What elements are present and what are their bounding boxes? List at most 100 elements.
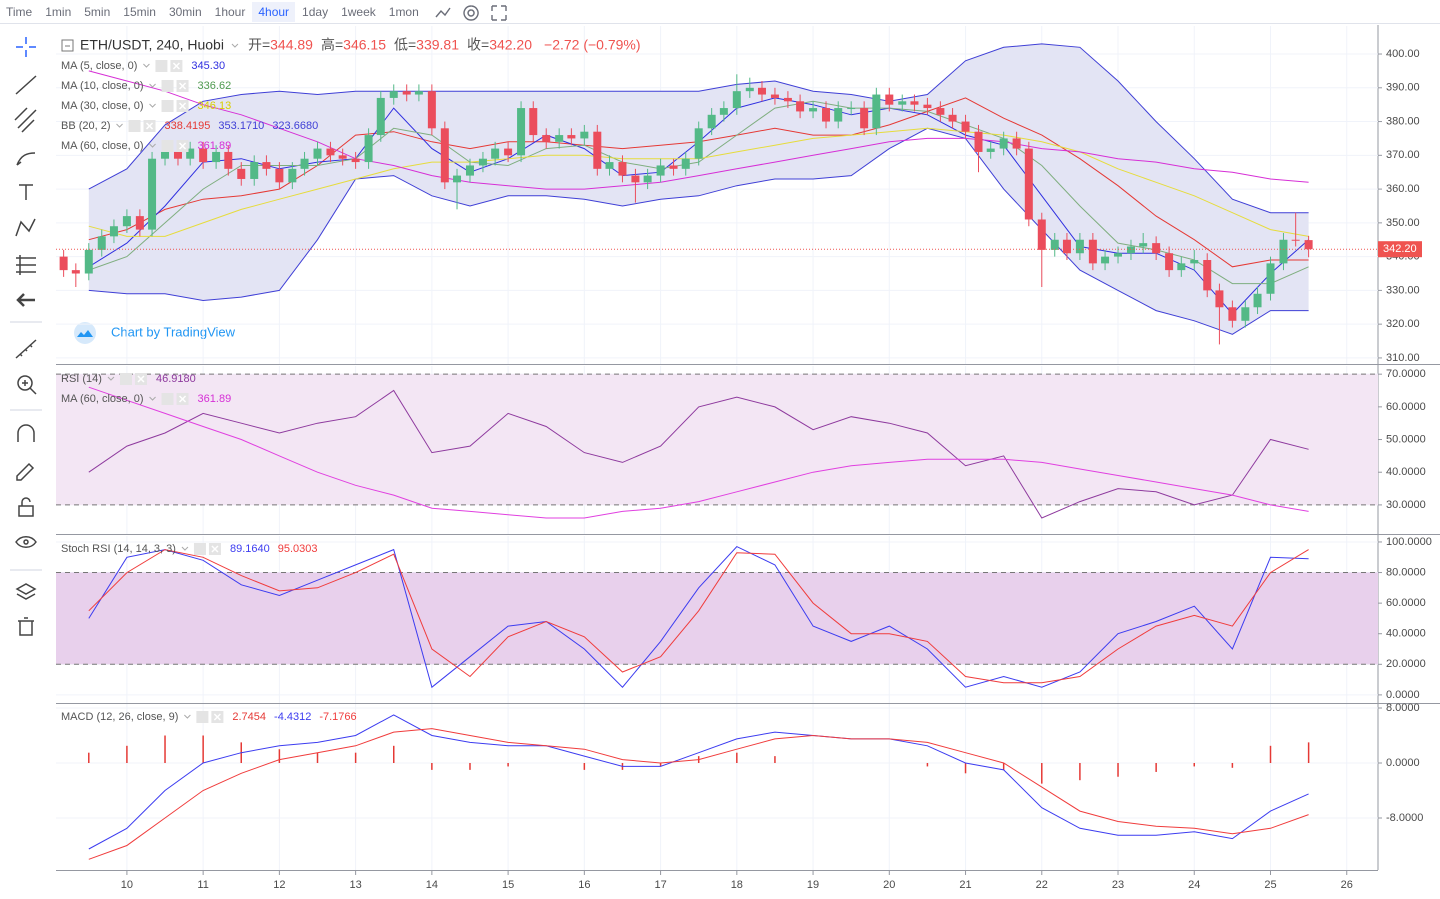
legend-name: MA (60, close, 0) [61,393,144,405]
trend-line-tool[interactable] [15,75,37,95]
candle-body [224,151,233,169]
y-tick-label: 60.0000 [1386,597,1426,609]
back-tool[interactable] [16,293,35,307]
candle-body [186,148,195,159]
candle-body [872,94,881,129]
zoom-tool[interactable] [17,375,33,391]
settings-icon[interactable] [161,140,174,152]
dropdown-arrow [116,123,123,128]
candle-body [212,151,221,163]
interval-button[interactable]: 1hour [214,4,246,19]
candle-body [542,135,551,142]
y-tick-label: 360.00 [1386,183,1420,195]
badge[interactable]: Chart by TradingView [68,318,252,348]
candle-body [161,151,170,159]
candle-body [745,87,754,92]
brush-tool[interactable] [16,152,36,166]
band-fill [56,374,1378,505]
candle-body [948,114,957,122]
candle-body [84,249,93,274]
y-tick-label: 60.0000 [1386,401,1426,413]
chart-title: ETH/USDT, 240, Huobi [80,37,224,53]
prediction-tool[interactable] [16,255,36,275]
last-price-label: 342.20 [1383,243,1417,255]
object-tree-tool[interactable] [15,583,37,600]
y-tick-label: 370.00 [1386,149,1420,161]
candle-body [961,121,970,132]
candle-body [732,91,741,109]
x-tick-label: 19 [807,879,819,891]
remove-icon-glyph [179,395,187,403]
legend-name: MACD (12, 26, close, 9) [61,711,178,723]
interval-button[interactable]: 4hour [252,1,296,22]
interval-button[interactable]: 1min [45,4,72,19]
lock-tool[interactable] [18,505,34,517]
text-tool[interactable] [19,184,33,200]
candle-body [757,87,766,95]
candle-body [1139,243,1148,247]
y-tick-label: 50.0000 [1386,433,1426,445]
dropdown-arrow [149,103,156,108]
remove-icon-glyph [213,713,221,721]
interval-button[interactable]: 1day [302,4,329,19]
pattern-tool[interactable] [15,218,36,237]
toolbar-icon[interactable] [460,2,482,22]
candle-body [97,236,106,250]
toolbar-icon[interactable] [488,2,510,22]
measure-tool[interactable] [15,339,37,359]
toolbar-icon[interactable] [432,2,454,22]
candle-body [1215,290,1224,308]
stay-drawing-tool[interactable] [16,462,35,481]
ohlc-value: 344.89 [270,37,313,53]
interval-button[interactable]: 5min [84,4,111,19]
candle-body [288,168,297,183]
magnet-tool[interactable] [17,424,35,442]
candle-body [847,108,856,110]
fib-tool[interactable] [14,107,37,133]
candle-body [402,91,411,95]
candle-body [1152,243,1161,254]
settings-icon[interactable] [161,100,174,112]
settings-icon[interactable] [196,711,209,723]
candle-body [822,108,831,122]
crosshair-tool[interactable] [16,37,36,57]
legend-value: 346.13 [198,100,232,112]
candle-body [300,158,309,169]
ohlc-label: 高= [321,37,343,53]
visibility-tool[interactable] [15,536,37,548]
interval-button[interactable]: Time [6,4,33,19]
collapse-icon[interactable] [61,39,74,52]
settings-icon[interactable] [161,393,174,405]
candle-body [440,128,449,183]
remove-icon-glyph [211,545,219,553]
candle-body [707,114,716,129]
indicator-line [88,386,1309,519]
interval-button[interactable]: 1mon [388,4,419,19]
y-tick-label: 100.0000 [1386,536,1432,548]
x-tick-label: 16 [578,879,590,891]
legend-value: 338.4195 [165,120,211,132]
settings-icon[interactable] [155,60,168,72]
interval-button[interactable]: 30min [168,4,202,19]
delete-tool[interactable] [18,617,34,636]
legend-name: Stoch RSI (14, 14, 3, 3) [61,543,176,555]
interval-button[interactable]: 1week [341,4,376,19]
x-tick-label: 13 [349,879,361,891]
ohlc-value: 342.20 [489,37,532,53]
settings-icon[interactable] [193,543,206,555]
x-tick-label: 23 [1112,879,1124,891]
settings-icon[interactable] [119,373,132,385]
candle-body [1088,239,1097,264]
candle-body [389,91,398,98]
settings-icon[interactable] [161,80,174,92]
candle-body [237,168,246,179]
candle-body [1203,260,1212,291]
candle-body [631,175,640,183]
candle-body [1190,260,1199,264]
candle-body [809,108,818,112]
settings-icon[interactable] [128,120,141,132]
plots [56,26,1382,870]
remove-icon-glyph [172,62,180,70]
interval-button[interactable]: 15min [123,4,156,19]
